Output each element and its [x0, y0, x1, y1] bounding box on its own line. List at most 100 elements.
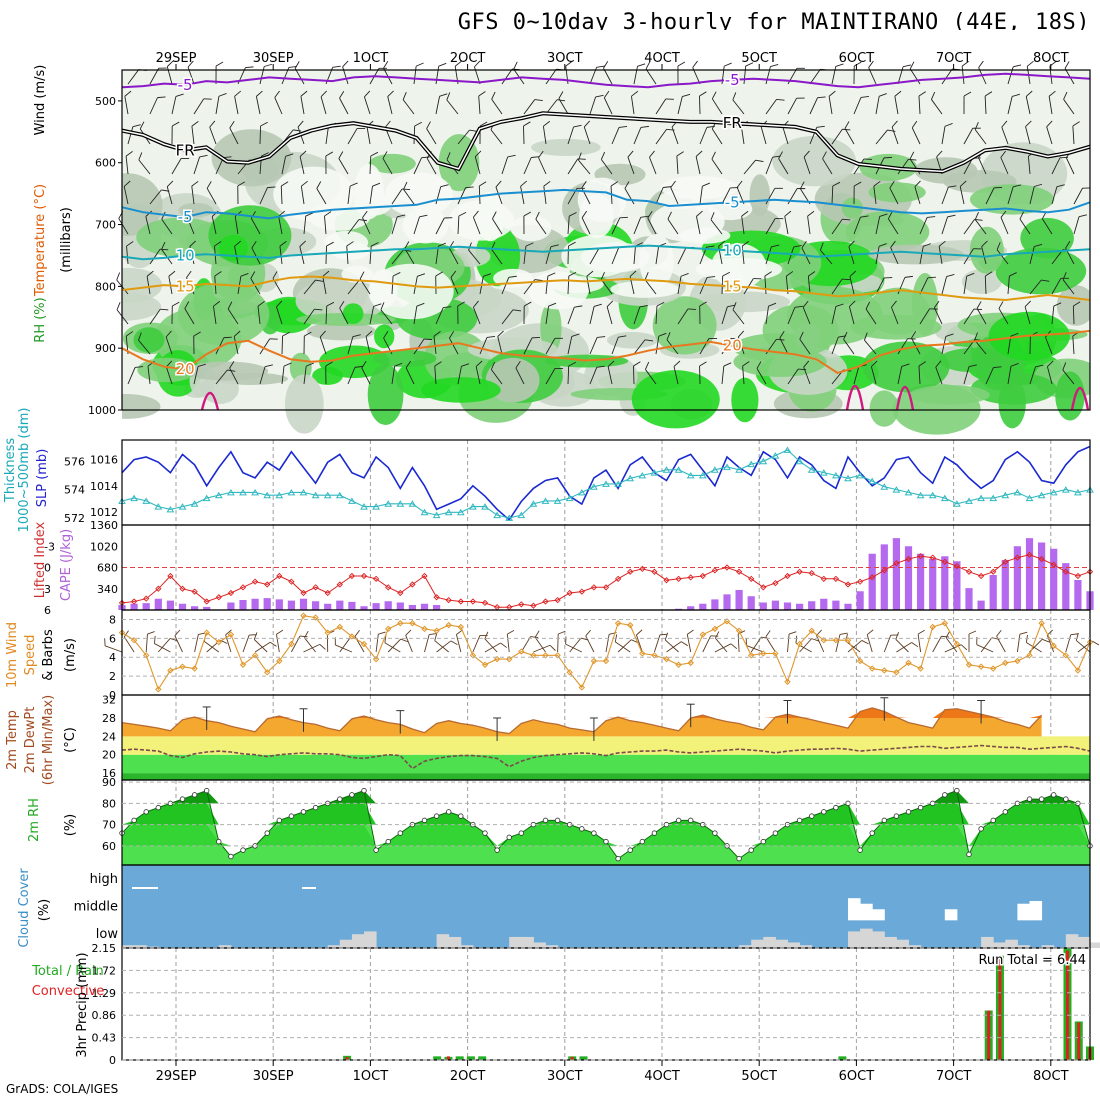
wind-barb-flag: [288, 65, 297, 68]
wind-barb-shaft: [677, 276, 682, 295]
wind-barb-flag: [186, 270, 192, 278]
wind-barb-shaft: [475, 366, 481, 385]
wind-barb: [756, 361, 767, 385]
panel-label: Convective: [32, 984, 105, 999]
cape-tick-label: 680: [97, 562, 118, 575]
wind-barb: [149, 96, 166, 115]
surface-wind-barb-flag: [249, 634, 257, 636]
surface-wind-barb-shaft: [715, 637, 728, 653]
wind-barb-flag: [125, 151, 133, 157]
wind-barb-flag: [673, 360, 681, 367]
wind-barb-shaft: [259, 125, 262, 145]
surface-wind-barb-flag: [1075, 633, 1079, 641]
wind-barb-shaft: [468, 249, 481, 265]
surface-wind-barb-flag: [636, 629, 643, 636]
wind-barb-flag: [126, 241, 134, 247]
cape-bar: [348, 601, 356, 610]
wind-barb: [589, 94, 604, 115]
wind-barb-shaft: [184, 308, 195, 325]
wind-barb: [1051, 184, 1065, 205]
wind-barb: [853, 181, 862, 205]
low-cloud-bar: [509, 936, 522, 948]
cape-bar: [178, 603, 187, 610]
surface-wind-barb-shaft: [636, 634, 643, 653]
cape-bar: [1074, 580, 1082, 610]
wind-barb: [227, 301, 239, 325]
wind-barb-flag: [894, 90, 902, 97]
wind-barb-shaft: [974, 129, 987, 145]
wind-barb: [941, 274, 955, 295]
wind-barb-flag: [319, 330, 326, 338]
mask-left: [0, 0, 122, 470]
surface-wind-barb: [424, 633, 437, 653]
wind-barb-shaft: [543, 186, 547, 205]
wind-barb-flag: [853, 181, 862, 187]
wind-speed-line: [121, 615, 1091, 691]
wind-barb: [300, 180, 308, 205]
wind-barb: [1007, 184, 1022, 205]
wind-barb-flag: [639, 304, 648, 308]
rh-point: [518, 830, 524, 836]
wind-barb-flag: [251, 240, 257, 249]
pressure-tick-label: 600: [95, 157, 116, 170]
wind-barb-flag: [640, 215, 649, 218]
wind-barb-shaft: [535, 218, 547, 235]
rh-point: [603, 838, 609, 845]
wind-barb: [828, 90, 836, 115]
wind-barb: [976, 301, 987, 325]
panel-label: 3hr Precip (mm): [75, 952, 90, 1057]
wind-barb-shaft: [963, 276, 968, 295]
wind-barb-shaft: [276, 306, 283, 325]
rh-point: [809, 813, 815, 819]
li-tick-label: 6: [44, 604, 51, 617]
wind-barb: [831, 128, 851, 145]
surface-wind-barb-shaft: [976, 644, 994, 653]
wind-barb-flag: [234, 90, 242, 97]
wind-barb-shaft: [765, 188, 776, 205]
wind-barb-flag: [842, 278, 851, 281]
date-label-top: 4OCT: [644, 51, 680, 66]
wind-barb-shaft: [171, 96, 177, 115]
wind-barb: [124, 90, 132, 115]
wind-barb-flag: [193, 331, 201, 337]
cape-bar: [191, 606, 199, 610]
li-point: [542, 598, 549, 605]
panel-backgrounds: [0, 0, 1100, 1060]
wind-barb-shaft: [807, 216, 811, 235]
wind-barb-flag: [784, 210, 792, 217]
rh-point: [748, 847, 754, 853]
wind-barb-shaft: [404, 248, 415, 265]
wind-barb-flag: [1025, 120, 1032, 127]
wind-barb-shaft: [479, 337, 488, 355]
wind-barb-shaft: [434, 366, 437, 385]
wind-barb: [324, 211, 332, 235]
wind-barb-flag: [165, 330, 172, 338]
surface-wind-barb-shaft: [565, 643, 582, 653]
wind-barb-shaft: [567, 336, 573, 355]
wind-barb-shaft: [303, 279, 316, 295]
wind-barb-flag: [618, 335, 627, 338]
wind-barb-flag: [768, 302, 777, 307]
wind-barb-flag: [914, 180, 921, 188]
date-label-top: 2OCT: [450, 51, 486, 66]
wind-barb-flag: [645, 361, 650, 370]
surface-wind-barb-flag: [895, 632, 900, 640]
wind-barb-shaft: [338, 158, 349, 175]
wind-barb-flag: [547, 272, 556, 277]
slp-tick-label: 1012: [90, 506, 118, 519]
precip-convective-bar: [446, 1056, 450, 1060]
surface-wind-barb: [304, 630, 316, 653]
rh-shading-blob: [531, 138, 601, 157]
wind-barb-shaft: [787, 246, 795, 265]
surface-wind-barb-shaft: [737, 634, 740, 653]
wind-barb-shaft: [229, 367, 239, 385]
wind-barb: [875, 243, 887, 265]
wind-barb-shaft: [1051, 249, 1064, 265]
wind-barb: [149, 189, 170, 205]
wind-barb-shaft: [391, 366, 396, 385]
wind-barb-flag: [261, 152, 269, 157]
rh-shading-blob: [368, 153, 416, 174]
wind-barb-shaft: [787, 307, 796, 325]
surface-wind-barb-shaft: [666, 641, 682, 653]
wind-barb: [699, 182, 710, 205]
